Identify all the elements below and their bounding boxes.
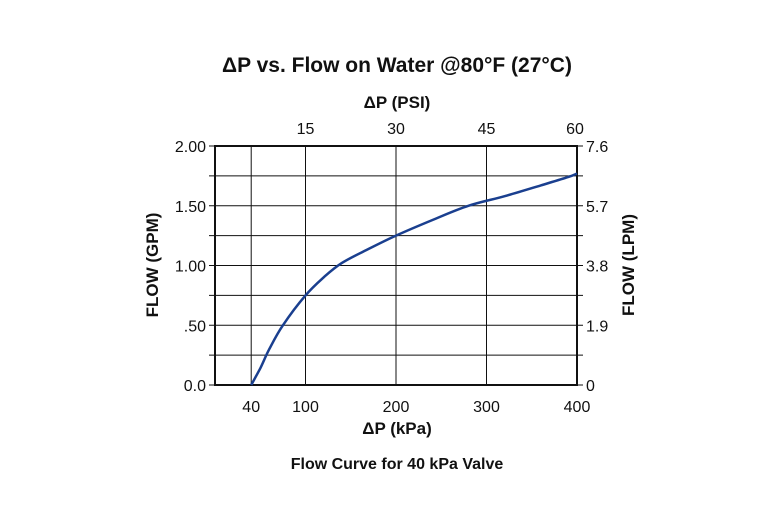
x2-tick-label: 45 (478, 121, 496, 138)
y-axis-title: FLOW (GPM) (143, 213, 162, 318)
flow-curve-line (250, 172, 578, 386)
x-tick-label: 200 (383, 399, 410, 416)
y-tick-label: 0.0 (184, 378, 206, 395)
y2-axis-title: FLOW (LPM) (619, 214, 638, 316)
y-tick-label: .50 (184, 318, 206, 335)
y-tick-label: 1.00 (175, 259, 206, 276)
y2-tick-label: 7.6 (586, 139, 608, 156)
x-tick-label: 100 (292, 399, 319, 416)
chart-caption: Flow Curve for 40 kPa Valve (291, 456, 504, 473)
x2-axis-title: ΔP (PSI) (364, 93, 431, 112)
x2-tick-label: 30 (387, 121, 405, 138)
chart-title: ΔP vs. Flow on Water @80°F (27°C) (222, 54, 572, 77)
series-layer (250, 172, 578, 386)
tick-labels: 40 100 200 300 400 15 30 45 60 0.0 .50 1.00 1.50 2.00… (175, 121, 608, 416)
y2-tick-label: 5.7 (586, 199, 608, 216)
x2-tick-label: 60 (566, 121, 584, 138)
y2-tick-label: 3.8 (586, 259, 608, 276)
x-tick-label: 400 (564, 399, 591, 416)
y-tick-label: 2.00 (175, 139, 206, 156)
y-tick-label: 1.50 (175, 199, 206, 216)
plot-frame (214, 145, 578, 386)
gridlines (209, 145, 583, 386)
x-tick-label: 40 (242, 399, 260, 416)
x-tick-label: 300 (473, 399, 500, 416)
y2-tick-label: 1.9 (586, 318, 608, 335)
x-axis-title: ΔP (kPa) (362, 419, 432, 438)
y2-tick-label: 0 (586, 378, 595, 395)
x2-tick-label: 15 (297, 121, 315, 138)
